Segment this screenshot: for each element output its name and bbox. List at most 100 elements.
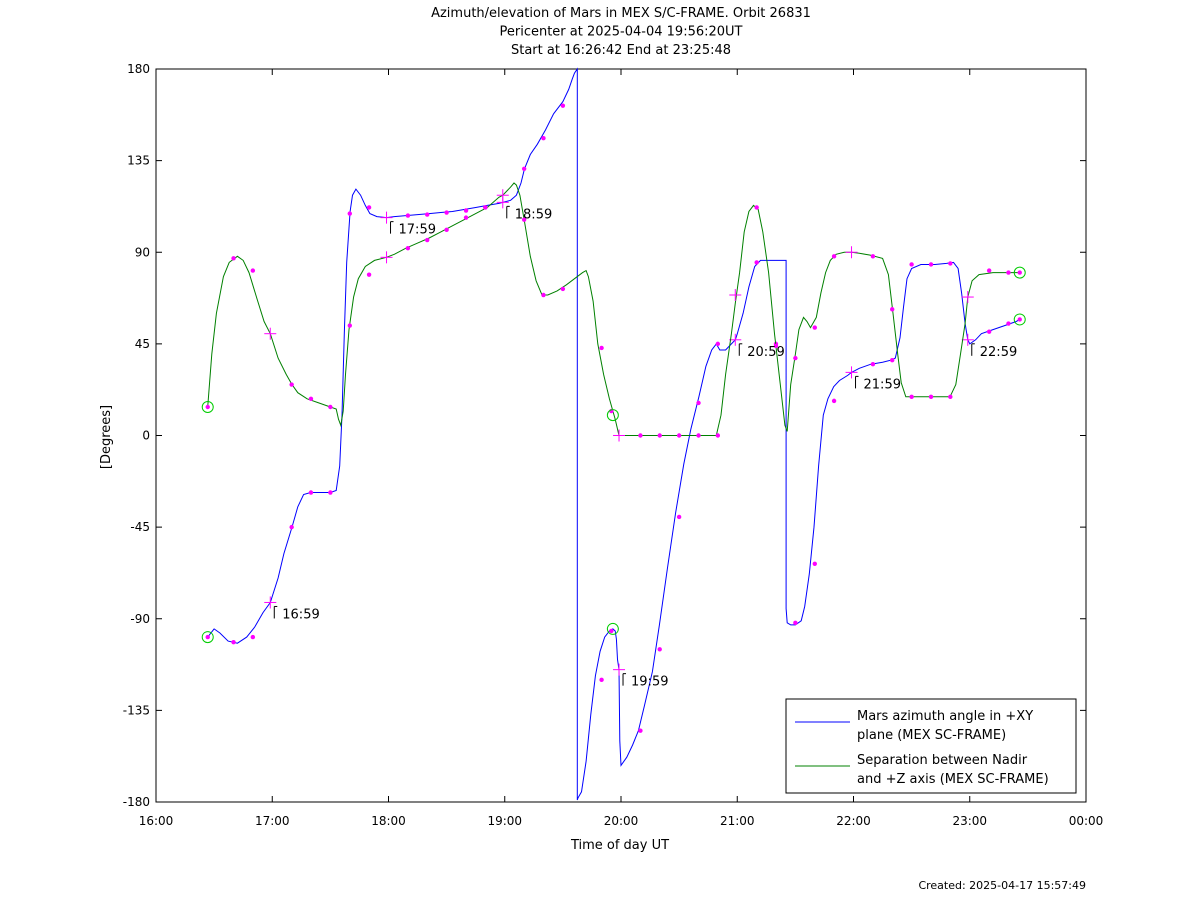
title-line: Azimuth/elevation of Mars in MEX S/C-FRA… xyxy=(431,6,811,21)
annotation-label: 16:59 xyxy=(282,607,319,622)
data-point xyxy=(1006,321,1011,326)
legend-label: and +Z axis (MEX SC-FRAME) xyxy=(857,772,1049,787)
data-point xyxy=(773,343,779,349)
time-annotation: 17:59 xyxy=(390,221,436,238)
data-point xyxy=(405,245,411,251)
hour-cross-marker xyxy=(380,251,393,264)
title-line: Pericenter at 2025-04-04 19:56:20UT xyxy=(499,25,742,40)
data-point xyxy=(793,355,798,361)
hour-cross-marker xyxy=(961,333,974,346)
data-point xyxy=(289,524,294,530)
annotation-label: 20:59 xyxy=(747,345,784,360)
y-tick-label: 90 xyxy=(135,245,150,259)
data-point xyxy=(347,323,352,328)
data-point xyxy=(609,628,614,634)
data-point xyxy=(870,254,876,259)
data-point xyxy=(657,647,662,652)
data-point xyxy=(328,490,333,495)
endpoint-circle xyxy=(201,631,214,644)
series-mars-azimuth xyxy=(201,67,1026,801)
x-tick-label: 23:00 xyxy=(952,814,987,828)
y-tick-label: -135 xyxy=(123,703,150,717)
series-layer xyxy=(201,67,1026,801)
data-point xyxy=(308,490,314,495)
hour-cross-marker xyxy=(264,596,277,609)
data-point xyxy=(715,341,721,347)
data-point xyxy=(696,400,701,406)
legend-label: Separation between Nadir xyxy=(857,753,1028,768)
legend: Mars azimuth angle in +XY plane (MEX SC-F… xyxy=(785,698,1077,794)
legend-box xyxy=(785,698,1077,794)
series-nadir-separation xyxy=(201,182,1026,442)
data-point xyxy=(328,404,333,410)
hour-cross-marker xyxy=(845,246,858,259)
data-point xyxy=(289,382,294,387)
hour-cross-marker xyxy=(264,327,277,340)
time-annotation: 16:59 xyxy=(273,605,320,622)
data-point xyxy=(444,227,449,233)
x-tick-label: 16:00 xyxy=(139,814,174,828)
data-point xyxy=(205,404,210,410)
data-point xyxy=(308,396,314,402)
x-tick-label: 17:00 xyxy=(255,814,290,828)
data-point xyxy=(831,398,837,404)
data-point xyxy=(754,205,759,210)
annotation-label: 19:59 xyxy=(631,675,668,690)
annotation-label: 17:59 xyxy=(399,223,436,238)
chart-title: Azimuth/elevation of Mars in MEX S/C-FRA… xyxy=(431,6,811,58)
x-axis: 16:00 17:00 18:00 19:00 20:00 21:00 22:00 23:00… xyxy=(139,69,1104,828)
created-timestamp: Created: 2025-04-17 15:57:49 xyxy=(918,879,1086,892)
endpoint-circle xyxy=(201,400,214,413)
data-point xyxy=(366,272,372,277)
x-tick-label: 20:00 xyxy=(604,814,639,828)
data-point xyxy=(560,286,566,292)
time-annotation: 20:59 xyxy=(738,343,785,360)
hour-cross-marker xyxy=(845,366,858,379)
data-point xyxy=(541,136,546,141)
series-line xyxy=(207,67,1020,801)
time-annotation: 21:59 xyxy=(855,375,901,392)
hour-cross-marker xyxy=(729,289,742,302)
y-axis: 180 135 90 45 0 -45 -90 -135 -180 xyxy=(123,62,1086,809)
y-tick-label: -90 xyxy=(130,612,150,626)
data-point xyxy=(250,268,256,273)
x-tick-label: 18:00 xyxy=(371,814,406,828)
data-point xyxy=(463,215,469,220)
data-point xyxy=(521,166,527,171)
data-point xyxy=(948,394,953,400)
endpoint-circle xyxy=(1013,313,1026,326)
data-point xyxy=(521,217,527,222)
data-point xyxy=(638,728,643,733)
data-point xyxy=(676,514,682,520)
data-point xyxy=(541,292,546,298)
title-line: Start at 16:26:42 End at 23:25:48 xyxy=(511,43,731,58)
data-point xyxy=(986,268,992,273)
data-point xyxy=(812,325,817,330)
data-point xyxy=(231,639,236,645)
hour-cross-marker xyxy=(613,429,626,442)
y-axis-label: [Degrees] xyxy=(99,405,114,469)
data-point xyxy=(483,205,488,210)
data-point xyxy=(754,260,759,265)
data-point xyxy=(366,205,372,210)
data-point xyxy=(405,213,411,218)
endpoint-circle xyxy=(606,409,619,422)
legend-label: Mars azimuth angle in +XY xyxy=(857,709,1033,724)
data-point xyxy=(463,208,469,213)
data-point xyxy=(599,345,604,351)
data-point xyxy=(948,261,953,266)
data-point xyxy=(812,561,817,566)
data-point xyxy=(715,433,721,438)
data-point xyxy=(638,433,643,438)
data-point xyxy=(870,362,876,367)
y-tick-label: -180 xyxy=(123,795,150,809)
data-point xyxy=(205,634,210,640)
hour-cross-marker xyxy=(380,211,393,224)
data-point xyxy=(676,433,682,438)
x-axis-label: Time of day UT xyxy=(570,838,669,853)
data-point xyxy=(250,634,256,640)
x-tick-label: 00:00 xyxy=(1069,814,1104,828)
time-annotation: 19:59 xyxy=(622,673,668,690)
data-point xyxy=(347,211,352,216)
